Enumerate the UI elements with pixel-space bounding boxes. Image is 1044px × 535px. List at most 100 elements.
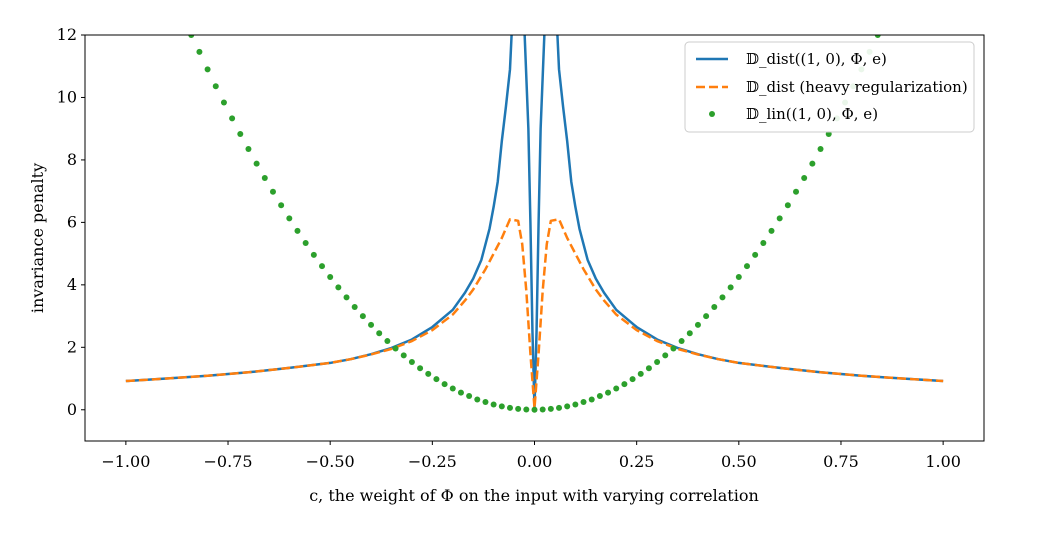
x-tick-label: 0.75 bbox=[823, 452, 859, 471]
x-tick-label: −1.00 bbox=[101, 452, 150, 471]
data-point-lin bbox=[743, 263, 750, 270]
data-point-lin bbox=[425, 370, 432, 377]
data-point-lin bbox=[417, 365, 424, 372]
data-point-lin bbox=[809, 160, 816, 167]
data-point-lin bbox=[196, 48, 203, 55]
data-point-lin bbox=[621, 381, 628, 388]
data-point-lin bbox=[825, 131, 832, 138]
data-point-lin bbox=[564, 403, 571, 410]
y-tick-label: 8 bbox=[67, 150, 77, 169]
data-point-lin bbox=[662, 352, 669, 359]
data-point-lin bbox=[752, 251, 759, 258]
x-tick-label: 0.00 bbox=[517, 452, 553, 471]
y-axis: 0 2 4 6 8 10 12 bbox=[57, 25, 85, 419]
data-point-lin bbox=[613, 385, 620, 392]
y-tick-label: 10 bbox=[57, 87, 77, 106]
series-line-dist-heavy-reg bbox=[125, 218, 944, 410]
data-point-lin bbox=[253, 160, 260, 167]
data-point-lin bbox=[629, 376, 636, 383]
data-point-lin bbox=[441, 381, 448, 388]
y-tick-label: 0 bbox=[67, 400, 77, 419]
data-point-lin bbox=[817, 145, 824, 152]
x-tick-label: 1.00 bbox=[925, 452, 961, 471]
x-tick-label: −0.50 bbox=[306, 452, 355, 471]
data-point-lin bbox=[204, 66, 211, 73]
legend-swatch-lin bbox=[709, 111, 715, 117]
data-point-lin bbox=[310, 251, 317, 258]
data-point-lin bbox=[711, 304, 718, 311]
data-point-lin bbox=[302, 239, 309, 246]
data-point-lin bbox=[694, 321, 701, 328]
data-point-lin bbox=[490, 401, 497, 408]
x-tick-label: 0.50 bbox=[721, 452, 757, 471]
data-point-lin bbox=[278, 202, 285, 209]
legend-label-lin: 𝔻_lin((1, 0), Φ, e) bbox=[746, 105, 878, 123]
data-point-lin bbox=[351, 304, 358, 311]
data-point-lin bbox=[457, 389, 464, 396]
data-point-lin bbox=[596, 393, 603, 400]
data-point-lin bbox=[482, 398, 489, 405]
data-point-lin bbox=[269, 188, 276, 195]
data-point-lin bbox=[433, 376, 440, 383]
data-point-lin bbox=[556, 404, 563, 411]
data-point-lin bbox=[547, 405, 554, 412]
data-point-lin bbox=[498, 403, 505, 410]
data-point-lin bbox=[188, 35, 195, 38]
data-point-lin bbox=[343, 294, 350, 301]
data-point-lin bbox=[286, 215, 293, 222]
data-point-lin bbox=[474, 396, 481, 403]
legend: 𝔻_dist((1, 0), Φ, e) 𝔻_dist (heavy regul… bbox=[684, 41, 975, 133]
data-point-lin bbox=[735, 274, 742, 281]
data-point-lin bbox=[719, 294, 726, 301]
data-point-lin bbox=[670, 345, 677, 352]
data-point-lin bbox=[539, 406, 546, 413]
data-point-lin bbox=[376, 330, 383, 337]
data-point-lin bbox=[229, 115, 236, 122]
y-tick-label: 12 bbox=[57, 25, 77, 44]
x-tick-label: 0.25 bbox=[619, 452, 655, 471]
x-axis: −1.00 −0.75 −0.50 −0.25 0.00 0.25 0.50 0.75 1.00 bbox=[101, 441, 961, 471]
x-tick-label: −0.75 bbox=[204, 452, 253, 471]
data-point-lin bbox=[645, 365, 652, 372]
data-point-lin bbox=[392, 345, 399, 352]
data-point-lin bbox=[237, 131, 244, 138]
data-point-lin bbox=[654, 358, 661, 365]
data-point-lin bbox=[686, 330, 693, 337]
y-tick-label: 4 bbox=[67, 275, 77, 294]
data-point-lin bbox=[408, 358, 415, 365]
y-axis-label: invariance penalty bbox=[28, 163, 47, 313]
data-point-lin bbox=[801, 175, 808, 182]
data-point-lin bbox=[319, 263, 326, 270]
data-point-lin bbox=[760, 239, 767, 246]
data-point-lin bbox=[572, 401, 579, 408]
data-point-lin bbox=[784, 202, 791, 209]
data-point-lin bbox=[523, 406, 530, 413]
data-point-lin bbox=[637, 370, 644, 377]
data-point-lin bbox=[727, 284, 734, 291]
data-point-lin bbox=[531, 406, 538, 413]
data-point-lin bbox=[245, 145, 252, 152]
data-point-lin bbox=[703, 313, 710, 320]
data-point-lin bbox=[368, 321, 375, 328]
data-point-lin bbox=[327, 274, 334, 281]
data-point-lin bbox=[768, 227, 775, 234]
data-point-lin bbox=[776, 215, 783, 222]
data-point-lin bbox=[400, 352, 407, 359]
data-point-lin bbox=[261, 175, 268, 182]
legend-label-dist-heavy-reg: 𝔻_dist (heavy regularization) bbox=[746, 78, 968, 96]
data-point-lin bbox=[506, 404, 513, 411]
data-point-lin bbox=[874, 35, 881, 38]
data-point-lin bbox=[212, 83, 219, 90]
data-point-lin bbox=[466, 393, 473, 400]
data-point-lin bbox=[793, 188, 800, 195]
data-point-lin bbox=[515, 405, 522, 412]
data-point-lin bbox=[678, 338, 685, 345]
data-point-lin bbox=[359, 313, 366, 320]
data-point-lin bbox=[384, 338, 391, 345]
data-point-lin bbox=[605, 389, 612, 396]
legend-box bbox=[684, 41, 975, 133]
y-tick-label: 6 bbox=[67, 212, 77, 231]
data-point-lin bbox=[580, 398, 587, 405]
